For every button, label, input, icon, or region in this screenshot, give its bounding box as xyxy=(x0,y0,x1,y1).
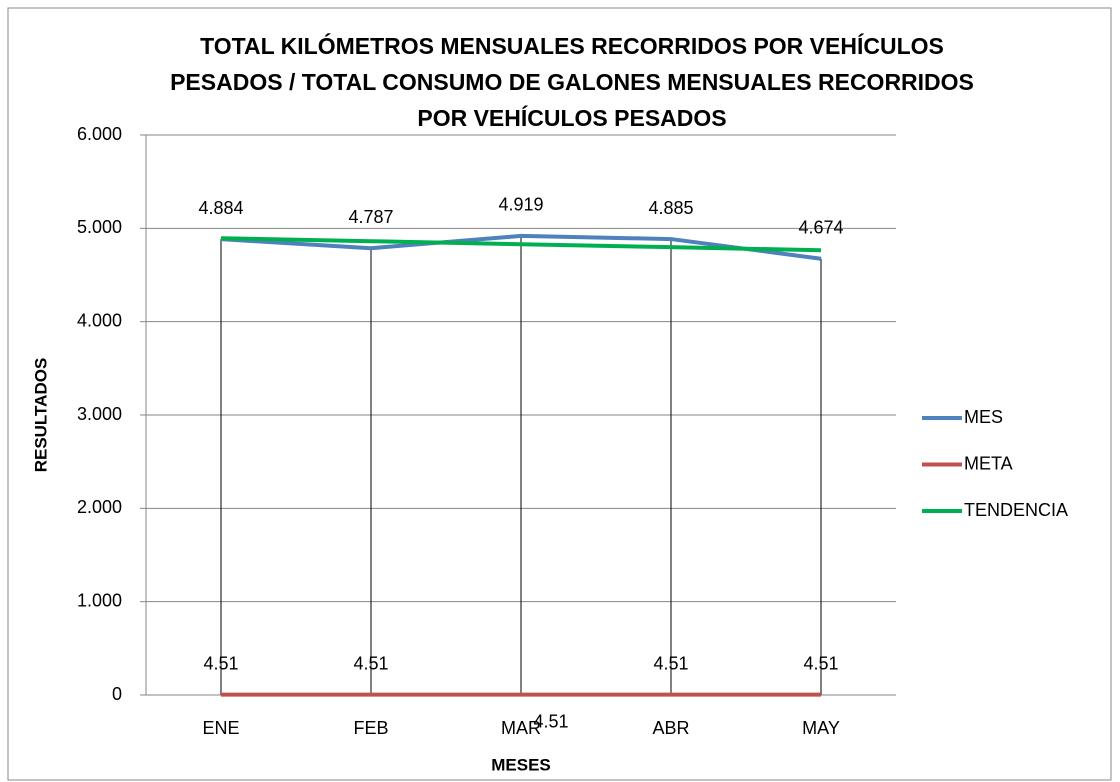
y-tick-label: 0 xyxy=(112,684,122,704)
chart-border xyxy=(7,7,1112,781)
data-label: 4.51 xyxy=(533,711,568,731)
series-line xyxy=(220,233,822,261)
data-label: 4.674 xyxy=(798,218,843,238)
x-tick-label: FEB xyxy=(353,718,388,738)
data-label: 4.787 xyxy=(348,207,393,227)
data-label: 4.51 xyxy=(353,653,388,673)
data-label: 4.51 xyxy=(653,653,688,673)
x-tick-label: MAR xyxy=(501,718,541,738)
chart-title: PESADOS / TOTAL CONSUMO DE GALONES MENSU… xyxy=(170,69,974,95)
y-tick-label: 5.000 xyxy=(77,217,122,237)
y-tick-label: 6.000 xyxy=(77,124,122,144)
legend-label: META xyxy=(964,453,1013,473)
series-line xyxy=(220,236,822,253)
y-axis-title: RESULTADOS xyxy=(31,358,50,473)
x-tick-label: ENE xyxy=(202,718,239,738)
data-label: 4.885 xyxy=(648,198,693,218)
y-tick-label: 3.000 xyxy=(77,404,122,424)
chart-title: POR VEHÍCULOS PESADOS xyxy=(417,104,726,131)
legend-label: MES xyxy=(964,407,1003,427)
y-tick-label: 2.000 xyxy=(77,497,122,517)
y-tick-label: 4.000 xyxy=(77,310,122,330)
legend-label: TENDENCIA xyxy=(964,500,1068,520)
data-label: 4.51 xyxy=(203,653,238,673)
data-label: 4.884 xyxy=(198,198,243,218)
chart-title: TOTAL KILÓMETROS MENSUALES RECORRIDOS PO… xyxy=(200,32,944,59)
data-label: 4.51 xyxy=(803,653,838,673)
data-label: 4.919 xyxy=(498,195,543,215)
x-tick-label: MAY xyxy=(802,718,840,738)
x-axis-title: MESES xyxy=(491,755,551,774)
x-tick-label: ABR xyxy=(652,718,689,738)
y-tick-label: 1.000 xyxy=(77,590,122,610)
